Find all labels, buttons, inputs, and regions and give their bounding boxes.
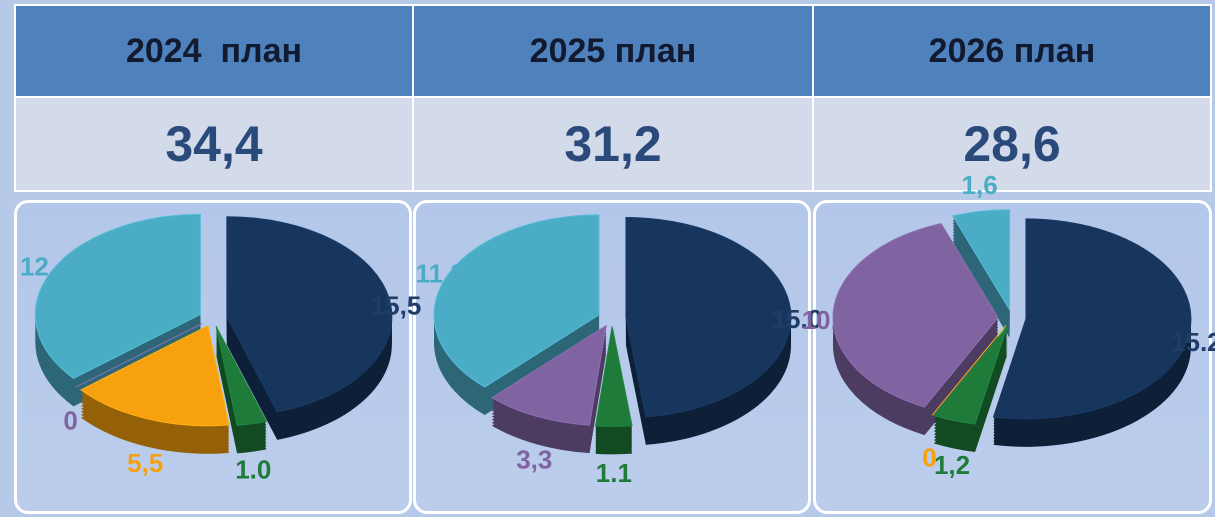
value-cell: 28,6 xyxy=(812,96,1212,192)
slice xyxy=(625,216,792,418)
slice xyxy=(933,325,1008,425)
data-label: 1,6 xyxy=(962,170,998,200)
data-label: 3,3 xyxy=(516,444,552,474)
slice xyxy=(215,325,268,426)
data-label: 1.0 xyxy=(235,454,271,484)
value-cell: 34,4 xyxy=(14,96,414,192)
slice xyxy=(34,213,201,379)
slice-side xyxy=(75,327,203,392)
slice xyxy=(226,216,393,413)
slice xyxy=(951,209,1011,312)
data-label: 15.0 xyxy=(772,304,823,334)
slice xyxy=(992,218,1192,420)
data-label: 15,5 xyxy=(371,290,422,320)
data-label: 15.2 xyxy=(1171,327,1215,357)
slice-side xyxy=(932,326,1006,417)
slice xyxy=(594,326,633,427)
slice xyxy=(433,214,600,388)
data-label: 1,2 xyxy=(934,450,970,480)
header-cell: 2024 план xyxy=(14,4,414,98)
data-label: 11,8 xyxy=(416,259,465,289)
slice xyxy=(832,223,999,408)
data-label: 10,6 xyxy=(802,305,853,335)
slice-side xyxy=(75,324,203,389)
data-label: 0 xyxy=(63,406,77,436)
data-label: 5,5 xyxy=(127,448,163,478)
value-cell: 31,2 xyxy=(412,96,814,192)
slice xyxy=(80,325,230,427)
data-label: 1.1 xyxy=(596,458,632,488)
slice xyxy=(490,324,607,426)
data-label: 12,4 xyxy=(20,251,71,281)
data-label: 0 xyxy=(922,443,936,473)
